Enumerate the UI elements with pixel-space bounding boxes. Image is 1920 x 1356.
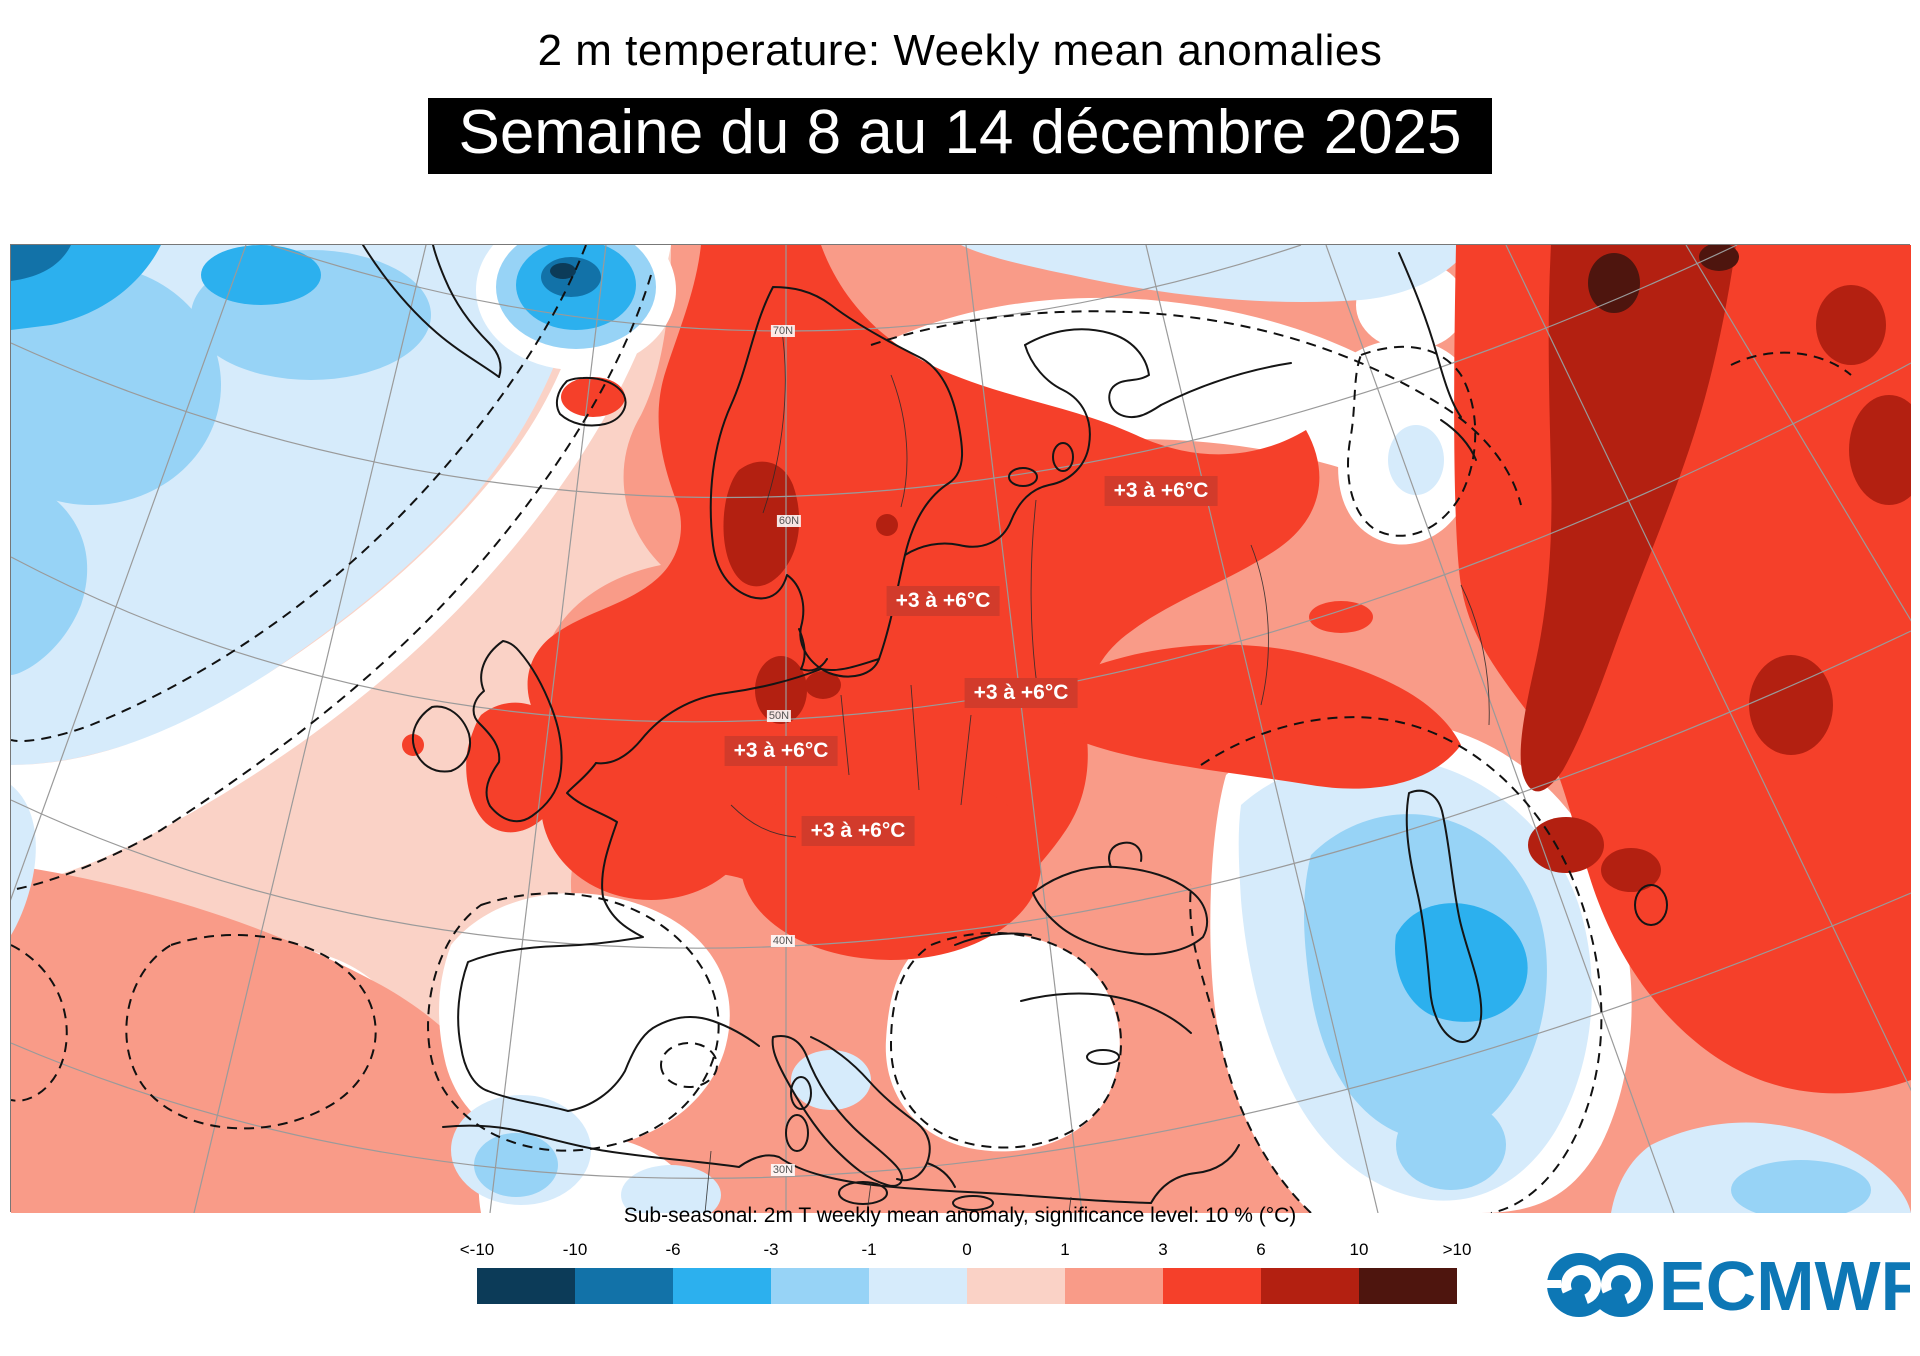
colorbar [477,1268,1457,1304]
colorbar-segment [1261,1268,1359,1304]
anomaly-value-label: +3 à +6°C [886,586,1000,616]
significance-contours [11,245,1852,1213]
graticule-label: 60N [776,515,802,527]
subtitle-wrap: Semaine du 8 au 14 décembre 2025 [0,98,1920,174]
graticule [11,245,1911,1213]
colorbar-tick-label: -10 [562,1240,588,1259]
colorbar-tick-label: -1 [861,1240,877,1259]
anomaly-value-label: +3 à +6°C [964,678,1078,708]
colorbar-tick-label: -3 [763,1240,779,1259]
anomaly-value-label: +3 à +6°C [1104,476,1218,506]
ecmwf-logo: ECMWF [1545,1240,1920,1330]
colorbar-segment [1065,1268,1163,1304]
country-borders [704,324,1490,1213]
anomaly-map: +3 à +6°C +3 à +6°C +3 à +6°C +3 à +6°C +3 à… [10,244,1911,1213]
ecmwf-logomark [1545,1253,1653,1317]
anomaly-value-label: +3 à +6°C [801,816,915,846]
colorbar-segment [575,1268,673,1304]
colorbar-tick-label: 10 [1349,1240,1369,1259]
colorbar-segment [1163,1268,1261,1304]
graticule-label: 30N [770,1164,796,1176]
colorbar-segment [869,1268,967,1304]
ecmwf-logo-text: ECMWF [1659,1247,1910,1325]
colorbar-tick-label: -6 [665,1240,681,1259]
page-title: 2 m temperature: Weekly mean anomalies [537,26,1383,75]
colorbar-segment [673,1268,771,1304]
colorbar-segment [477,1268,575,1304]
colorbar-segment [967,1268,1065,1304]
map-canvas [11,245,1911,1213]
colorbar-tick-label: 3 [1158,1240,1168,1259]
graticule-label: 70N [770,325,796,337]
colorbar-tick-label: >10 [1442,1240,1472,1259]
graticule-label: 50N [766,710,792,722]
colorbar-tick-label: 0 [962,1240,972,1259]
legend-caption: Sub-seasonal: 2m T weekly mean anomaly, … [623,1204,1297,1227]
colorbar-ticks: <-10 -10 -6 -3 -1 0 1 3 6 10 >10 [460,1240,1472,1262]
coastlines [362,245,1668,1211]
colorbar-tick-label: 1 [1060,1240,1070,1259]
anomaly-value-label: +3 à +6°C [724,736,838,766]
colorbar-segment [1359,1268,1457,1304]
colorbar-tick-label: <-10 [459,1240,495,1259]
colorbar-segment [771,1268,869,1304]
week-subtitle: Semaine du 8 au 14 décembre 2025 [428,98,1492,174]
graticule-label: 40N [770,935,796,947]
colorbar-tick-label: 6 [1256,1240,1266,1259]
